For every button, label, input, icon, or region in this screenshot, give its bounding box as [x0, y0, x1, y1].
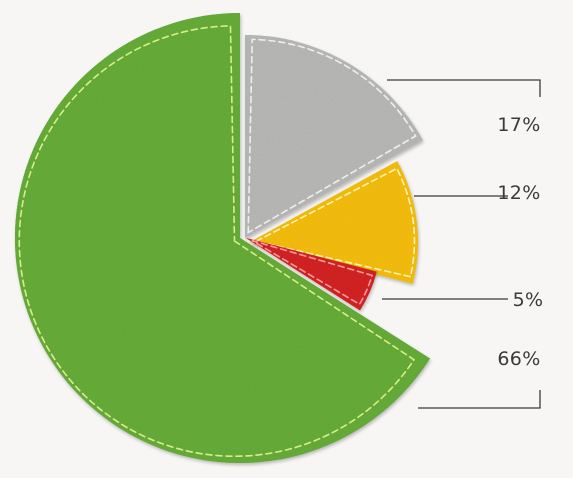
- label-leader-line: [418, 390, 541, 409]
- pie-slice-5pct: [246, 238, 377, 311]
- slice-texture: [15, 13, 430, 463]
- pie-slice-66pct: [15, 13, 430, 463]
- slice-stitch: [18, 25, 416, 457]
- slice-texture: [250, 161, 418, 284]
- pie-labels: 17% 12% 5% 66%: [382, 79, 544, 409]
- slice-stitch: [253, 167, 416, 278]
- slice-label: 5%: [513, 289, 544, 311]
- pie-slice-17pct: [245, 35, 423, 238]
- pie-slice-12pct: [250, 161, 418, 284]
- slice-stitch: [247, 38, 417, 234]
- slice-stitch: [251, 239, 374, 306]
- label-leader-line: [387, 79, 541, 97]
- slice-label: 12%: [497, 182, 540, 204]
- pie-slices: [15, 13, 430, 463]
- slice-texture: [245, 35, 423, 238]
- slice-label: 17%: [497, 114, 540, 136]
- slice-label: 66%: [497, 348, 540, 370]
